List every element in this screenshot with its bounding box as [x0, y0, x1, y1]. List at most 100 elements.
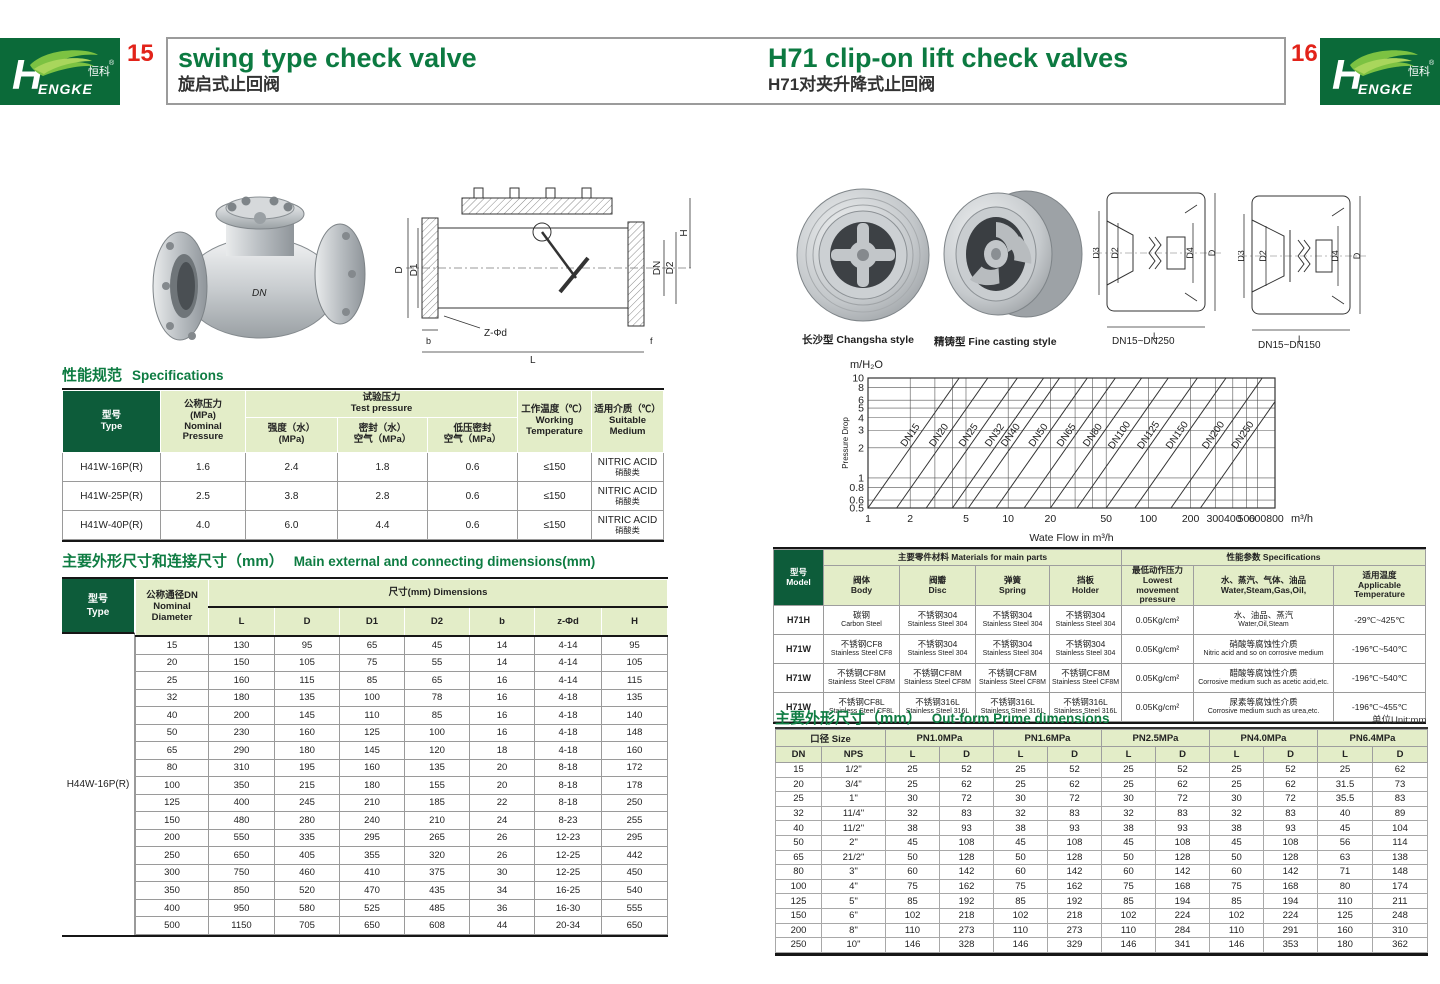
- col-header-lowest-pressure: 最低动作压力 Lowest movement pressure: [1121, 564, 1195, 607]
- cell: 1": [821, 791, 886, 807]
- cell: 550: [208, 828, 275, 848]
- cell: ≤150: [517, 452, 593, 482]
- cell: 35.5: [1317, 791, 1373, 807]
- cell: 20-34: [534, 916, 602, 935]
- col-header-nps: NPS: [821, 746, 886, 763]
- cell: 93: [1263, 820, 1318, 836]
- cell: 200: [135, 828, 209, 848]
- cell: 580: [274, 898, 340, 918]
- cell: 650: [339, 916, 405, 935]
- dim-label-DN: DN: [652, 261, 663, 275]
- table-row: H41W-25P(R) 2.5 3.8 2.8 0.6 ≤150 NITRIC ACID 硝酸…: [62, 481, 665, 511]
- cell: 480: [208, 811, 275, 830]
- col-header-b: b: [469, 606, 535, 637]
- x-tick-label: 500: [1238, 513, 1256, 525]
- cell: 30: [469, 863, 535, 883]
- table-row: 350 850 520 470 435 34 16-25 540: [135, 881, 669, 900]
- caption-changsha-style: 长沙型 Changsha style: [802, 334, 915, 346]
- col-group-size: 口径 Size: [775, 729, 886, 747]
- cell: 不锈钢304 Stainless Steel 304: [899, 605, 976, 636]
- materials-table: 型号 Model 主要零件材料 Materials for main parts …: [773, 547, 1427, 725]
- cell: 105: [274, 653, 340, 673]
- cell: 25: [885, 776, 940, 793]
- col-header-D: D: [1372, 746, 1428, 763]
- cell: 50: [885, 849, 940, 866]
- table-row: 150 480 280 240 210 24 8-23 255: [135, 811, 669, 830]
- swing-valve-photo: DN: [148, 166, 373, 371]
- cell: 4-14: [534, 635, 602, 655]
- cell: 100: [135, 776, 209, 795]
- col-header-type: 型号 Type: [62, 579, 135, 634]
- cell: 62: [1155, 776, 1210, 793]
- cell: 32: [1209, 805, 1264, 822]
- dn-curve: [925, 377, 1018, 509]
- table-row: 250 10" 146 328 146 329 146 341 146 353 180 362: [775, 937, 1428, 953]
- cell: 21/2": [821, 849, 886, 866]
- dim-label-L: L: [530, 355, 536, 365]
- cell: 178: [600, 776, 669, 795]
- cell: 110: [1317, 893, 1373, 909]
- cell: 63: [1317, 849, 1373, 866]
- leaf-highlight-icon: [34, 58, 92, 74]
- y-tick-label: 5: [858, 403, 864, 415]
- cell: 145: [339, 741, 405, 760]
- wafer-drawing-dn15-dn150: D3 D2 D4 D L: [1236, 186, 1368, 351]
- cell: 16-25: [534, 881, 602, 900]
- cell: -29℃~425℃: [1333, 605, 1427, 636]
- spec-table: 型号 Type 公称压力 (MPa) Nominal Pressure 试验压力 Test…: [62, 388, 665, 542]
- cell: 8-23: [534, 811, 602, 830]
- cell: 不锈钢304 Stainless Steel 304: [1048, 605, 1123, 636]
- y-axis-title: Pressure Drop: [841, 417, 850, 469]
- cell: 705: [274, 916, 340, 935]
- cell: 71: [1317, 864, 1373, 880]
- cell: 102: [1209, 907, 1264, 924]
- col-group-pn25: PN2.5MPa: [1101, 729, 1210, 747]
- cell: 950: [208, 898, 275, 918]
- col-header-L: L: [1209, 746, 1264, 763]
- cell: 128: [1263, 849, 1318, 866]
- cell: 尿素等腐蚀性介质 Corrosive medium such as urea,et…: [1193, 692, 1335, 723]
- cell: 22: [469, 793, 535, 813]
- dim-label-D3: D3: [1238, 250, 1246, 262]
- dim-label-z-phi-d: Z-Φd: [484, 328, 507, 339]
- dn-curve: [1105, 377, 1198, 509]
- cell: 150: [775, 907, 822, 924]
- right-title-zh: H71对夹升降式止回阀: [768, 75, 936, 94]
- dim-label-D2: D2: [1258, 250, 1268, 262]
- cell: 45: [404, 635, 470, 655]
- cell: 108: [1155, 834, 1210, 851]
- cell: 224: [1155, 907, 1210, 924]
- x-tick-label: 200: [1182, 513, 1200, 525]
- col-header-D: D: [1155, 746, 1210, 763]
- cell: 72: [939, 791, 994, 807]
- cell: 4-14: [534, 671, 602, 690]
- col-header-seal-water-air: 密封（水） 空气（MPa）: [337, 417, 428, 453]
- cell: 20: [135, 653, 209, 673]
- cell: 180: [1317, 937, 1373, 953]
- cell: 108: [1263, 834, 1318, 851]
- cell: 102: [885, 907, 940, 924]
- cell: 50: [1101, 849, 1156, 866]
- cell: 150: [208, 653, 275, 673]
- cell: 250: [135, 846, 209, 865]
- cell: 80: [1317, 878, 1373, 895]
- cell: 192: [1047, 893, 1102, 909]
- svg-text:DN: DN: [252, 288, 267, 299]
- cell: 0.05Kg/cm²: [1121, 605, 1195, 636]
- cell: 38: [1101, 820, 1156, 836]
- swing-valve-section-drawing: D D1 DN D2 H L b f Z-Φd: [392, 170, 707, 370]
- dimensions-table: 型号 Type H44W-16P(R) 公称通径DN Nominal Diameter…: [62, 577, 669, 937]
- cell: 65: [775, 849, 822, 866]
- cell: 14: [469, 635, 535, 655]
- cell: H41W-25P(R): [62, 481, 161, 511]
- cell: 83: [1155, 805, 1210, 822]
- leaf-highlight-icon: [1354, 58, 1412, 74]
- cell: 525: [339, 898, 405, 918]
- caption-fine-casting-style: 精铸型 Fine casting style: [934, 336, 1057, 348]
- cell: 52: [1047, 762, 1102, 778]
- table-row: H71H 碳钢 Carbon Steel 不锈钢304 Stainless Steel …: [773, 605, 1427, 636]
- x-tick-label: 2: [907, 513, 913, 525]
- col-header-L: L: [993, 746, 1048, 763]
- cell: 142: [1155, 864, 1210, 880]
